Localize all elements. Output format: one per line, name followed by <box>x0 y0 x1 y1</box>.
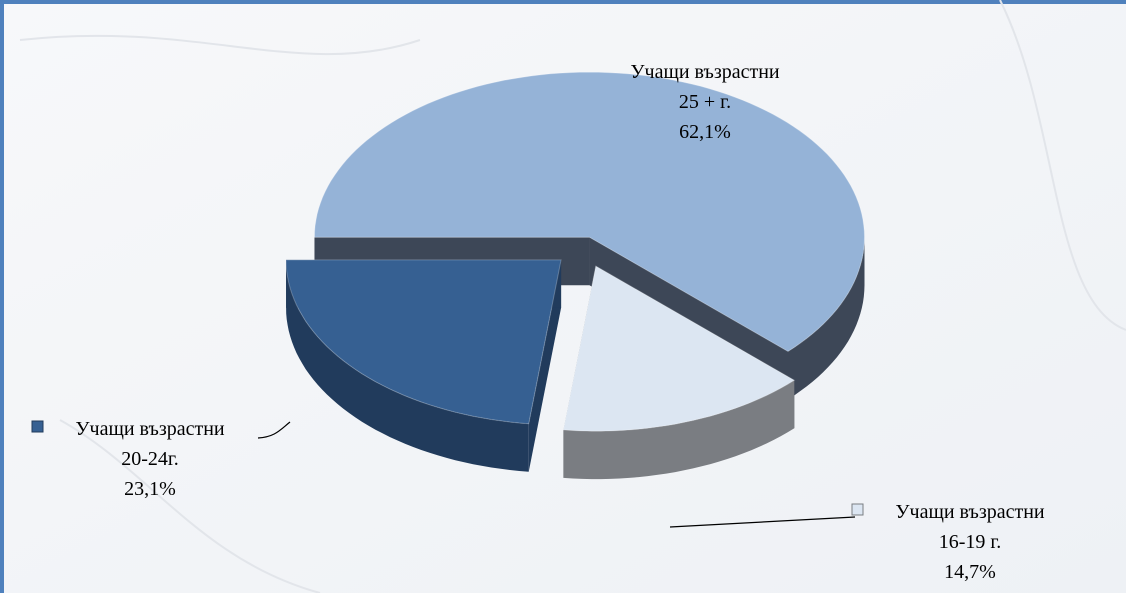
slice-label: 20-24г. <box>121 448 179 470</box>
value-label: 14,7% <box>944 561 996 583</box>
slice-label: 16-19 г. <box>939 531 1002 553</box>
slice <box>285 259 562 425</box>
slice-label: Учащи възрастни <box>895 501 1045 523</box>
slice-label: 25 + г. <box>679 91 731 113</box>
value-label: 62,1% <box>679 121 731 143</box>
slice-label: Учащи възрастни <box>630 61 780 83</box>
leader-line <box>257 421 291 439</box>
map-outline <box>19 0 1126 593</box>
legend-marker <box>31 420 44 433</box>
slice-label: Учащи възрастни <box>75 418 225 440</box>
legend-marker <box>851 503 864 516</box>
slice-side <box>788 237 865 400</box>
slice-wall <box>528 259 562 472</box>
slice-side <box>286 259 529 472</box>
value-label: 23,1% <box>124 478 176 500</box>
slice-side <box>563 380 795 480</box>
slice <box>313 71 866 352</box>
leader-line <box>669 516 856 528</box>
slice <box>562 265 796 432</box>
